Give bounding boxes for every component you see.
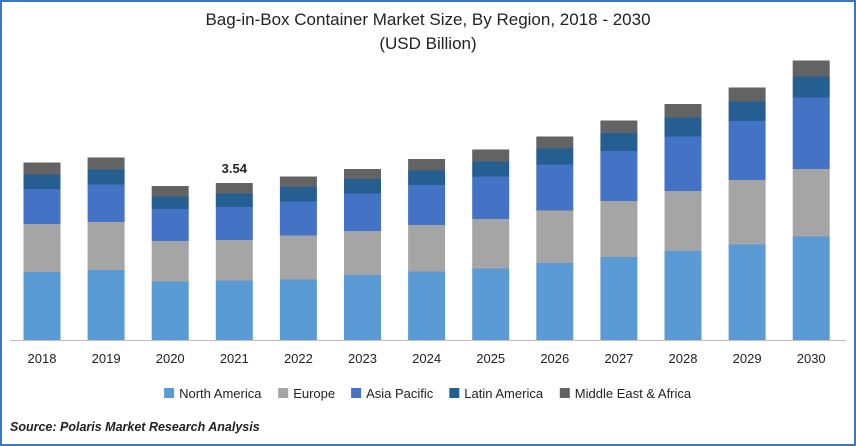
bar-segment	[408, 225, 446, 272]
bar-segment	[728, 244, 766, 340]
legend-label: Latin America	[464, 386, 544, 401]
bar-segment	[600, 257, 638, 340]
bar-segment	[279, 279, 317, 340]
bar-segment	[600, 201, 638, 257]
legend-label: Middle East & Africa	[575, 386, 692, 401]
bar-segment	[151, 241, 189, 282]
bar-segment	[792, 236, 830, 340]
source-note: Source: Polaris Market Research Analysis	[10, 420, 260, 434]
bar-segment	[23, 224, 61, 272]
legend-item: Asia Pacific	[351, 386, 434, 401]
bar-segment	[344, 179, 381, 194]
bar-segment	[664, 136, 702, 191]
legend-item: Latin America	[449, 386, 544, 401]
bar-segment	[87, 184, 125, 222]
x-tick-label: 2024	[412, 351, 441, 366]
legend-label: Europe	[293, 386, 335, 401]
bar-segment	[472, 161, 510, 177]
bar-segment	[728, 121, 766, 180]
bar-segment	[472, 268, 510, 340]
bar-segment	[151, 196, 189, 209]
bar-segment	[792, 169, 830, 237]
bar-segment	[728, 180, 766, 245]
legend-item: Europe	[278, 386, 335, 401]
legend-swatch	[351, 388, 362, 398]
bar-segment	[408, 271, 446, 340]
bar-segment	[792, 60, 830, 77]
bar-segment	[23, 272, 61, 340]
x-tick-label: 2021	[220, 351, 249, 366]
bar-segment	[279, 176, 317, 187]
x-tick-label: 2029	[733, 351, 762, 366]
bar-segment	[344, 193, 381, 231]
bar-segment	[215, 193, 253, 207]
bar-segment	[344, 231, 381, 275]
bar-segment	[728, 87, 766, 102]
bar-segment	[472, 176, 510, 219]
bar-segment	[23, 162, 61, 175]
legend-label: North America	[179, 386, 262, 401]
bar-segment	[728, 101, 766, 121]
bar-segment	[792, 97, 830, 169]
bar-segment	[536, 148, 574, 165]
chart-subtitle: (USD Billion)	[379, 34, 477, 53]
legend-item: Middle East & Africa	[559, 386, 692, 401]
x-tick-label: 2019	[92, 351, 121, 366]
x-tick-label: 2025	[476, 351, 505, 366]
legend-swatch	[164, 388, 175, 398]
bar-segment	[344, 275, 381, 340]
legend-swatch	[559, 388, 570, 398]
bar-segment	[215, 207, 253, 240]
bar-segment	[536, 263, 574, 340]
bar-segment	[151, 209, 189, 241]
x-tick-label: 2022	[284, 351, 313, 366]
x-tick-label: 2030	[797, 351, 826, 366]
bar-segment	[151, 186, 189, 197]
x-tick-label: 2018	[28, 351, 57, 366]
legend-swatch	[449, 388, 460, 398]
bar-segment	[279, 235, 317, 280]
bar-segment	[664, 251, 702, 340]
chart-title: Bag-in-Box Container Market Size, By Reg…	[205, 10, 651, 29]
x-tick-label: 2027	[604, 351, 633, 366]
bar-segment	[664, 104, 702, 118]
x-tick-label: 2023	[348, 351, 377, 366]
bar-segment	[600, 133, 638, 151]
bar-segment	[87, 169, 125, 185]
bar-segment	[664, 191, 702, 251]
bar-segment	[408, 170, 446, 185]
bar-segment	[536, 164, 574, 211]
bar-segment	[23, 189, 61, 224]
x-tick-label: 2028	[669, 351, 698, 366]
bar-segment	[536, 210, 574, 263]
bar-segment	[344, 169, 381, 179]
bar-segment	[87, 270, 125, 340]
bar-segment	[23, 174, 61, 189]
bar-segment	[215, 183, 253, 194]
bar-segment	[151, 281, 189, 340]
data-label: 3.54	[222, 161, 248, 176]
bar-segment	[472, 149, 510, 162]
bar-segment	[408, 185, 446, 225]
x-tick-label: 2026	[540, 351, 569, 366]
bar-segment	[279, 201, 317, 236]
bar-segment	[792, 76, 830, 98]
x-tick-label: 2020	[156, 351, 185, 366]
bar-segment	[408, 159, 446, 171]
legend-item: North America	[164, 386, 262, 401]
bar-segment	[536, 136, 574, 149]
bar-segment	[87, 222, 125, 270]
bar-segment	[279, 187, 317, 202]
bar-segment	[472, 219, 510, 269]
bar-segment	[87, 157, 125, 170]
legend-swatch	[278, 388, 289, 398]
bar-segment	[664, 117, 702, 137]
bar-segment	[600, 120, 638, 133]
bar-segment	[215, 240, 253, 281]
bar-segment	[600, 151, 638, 201]
legend-label: Asia Pacific	[366, 386, 434, 401]
bar-segment	[215, 280, 253, 340]
